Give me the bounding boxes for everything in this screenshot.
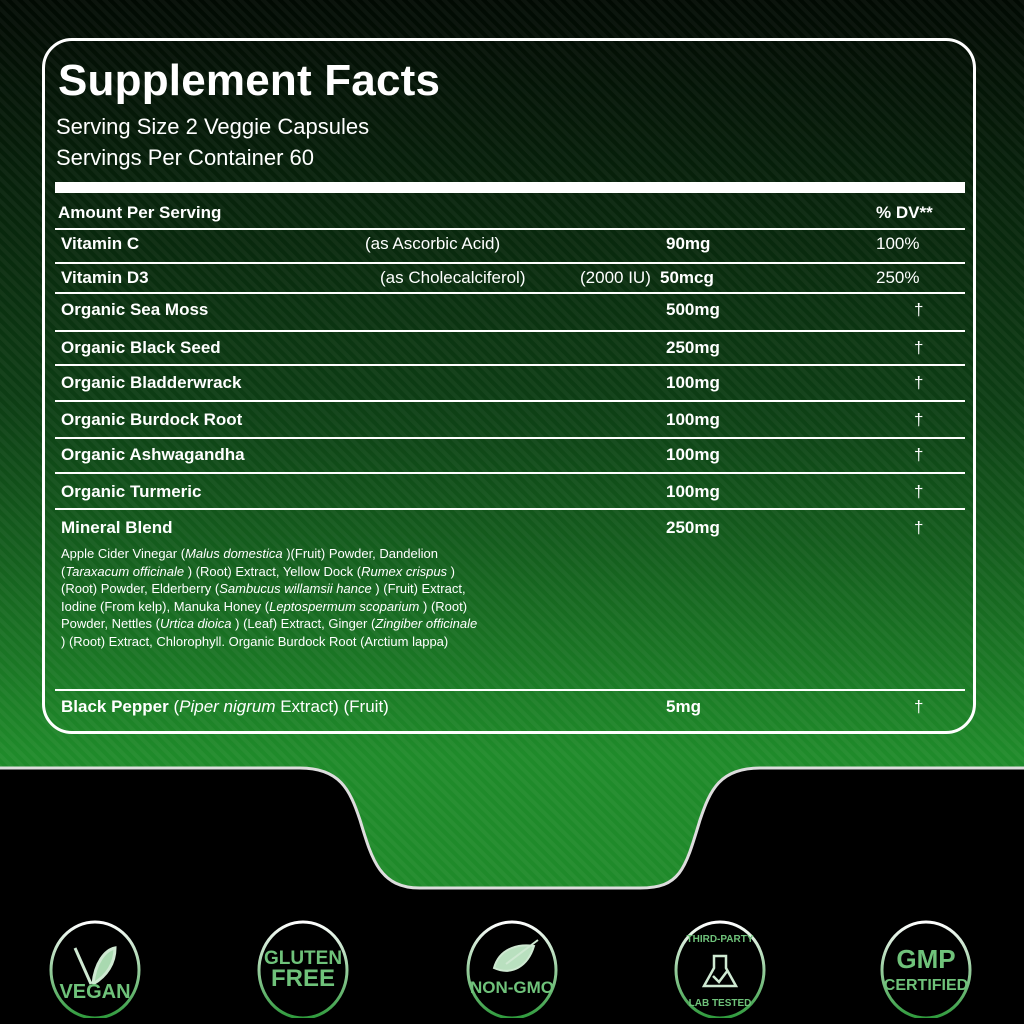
badge-text: FREE (271, 965, 335, 992)
badge-ring (466, 920, 558, 1018)
row-name: Black Pepper (61, 697, 169, 716)
divider (55, 364, 965, 366)
blend-text: ) (Root) Powder, Nettles ( (61, 598, 468, 632)
divider-thick (55, 182, 965, 193)
row-amount: 100mg (666, 373, 720, 392)
blend-text: Leptospermum scoparium (269, 598, 420, 614)
badge-third-party-lab-tested: THIRD-PARTY LAB TESTED (674, 920, 766, 1018)
badge-text: GLUTEN (264, 948, 342, 969)
row-name: Organic Ashwagandha (61, 445, 245, 464)
row-name: Mineral Blend (61, 518, 173, 537)
badge-text: LAB TESTED (689, 998, 752, 1009)
divider (55, 472, 965, 474)
badge-ring (49, 920, 141, 1018)
blend-text: Malus domestica (185, 546, 283, 561)
blend-text: ) (Root) Extract, Chlorophyll. Organic B… (61, 633, 449, 649)
leaf-icon (492, 939, 539, 972)
badge-text: THIRD-PARTY (686, 934, 753, 945)
badge-ring (257, 920, 349, 1018)
black-pepper-amount: 5mg (666, 697, 701, 716)
blend-text: Zingiber officinale (375, 616, 478, 631)
row-rest: Extract) (Fruit) (275, 697, 389, 716)
row-amount: 90mg (666, 234, 711, 253)
black-pepper-dv: † (914, 697, 924, 716)
blend-text: Sambucus willamsii hance (219, 581, 372, 596)
divider (55, 330, 965, 332)
row-dv: † (914, 445, 924, 464)
row-name: Vitamin C (61, 234, 140, 253)
divider (55, 689, 965, 691)
row-name: Organic Turmeric (61, 482, 202, 501)
divider (55, 262, 965, 264)
divider (55, 292, 965, 294)
badge-ring (880, 920, 972, 1018)
row-dv: † (914, 410, 924, 429)
row-amount: 250mg (666, 518, 720, 537)
blend-text: Taraxacum officinale (65, 563, 185, 579)
blend-text: ) (Fruit) Extract, Iodine (From kelp), M… (61, 581, 466, 614)
blend-text: )(Fruit) Powder, Dandelion ( (61, 546, 438, 579)
leaf-check-icon (73, 946, 117, 986)
row-amount: 250mg (666, 338, 720, 357)
dv-header: % DV** (876, 203, 933, 222)
row-name: Organic Black Seed (61, 338, 221, 357)
badge-gmp-certified: GMP CERTIFIED (880, 920, 972, 1018)
badge-ring (674, 920, 766, 1018)
row-source: (as Cholecalciferol) (380, 268, 526, 287)
panel-title: Supplement Facts (58, 56, 441, 105)
flask-check-icon (701, 954, 739, 988)
row-dv: † (914, 518, 924, 537)
row-dv: † (914, 373, 924, 392)
row-amount: 100mg (666, 410, 720, 429)
row-latin: Piper nigrum (179, 697, 276, 716)
row-dv: † (914, 300, 924, 319)
serving-size: Serving Size 2 Veggie Capsules (56, 114, 370, 139)
row-amount: 100mg (666, 482, 720, 501)
blend-text: Urtica dioica (160, 616, 232, 631)
row-name: Organic Sea Moss (61, 300, 209, 319)
blend-text: ) (Leaf) Extract, Ginger ( (231, 616, 376, 631)
row-name: Vitamin D3 (61, 268, 149, 287)
amount-header: Amount Per Serving (58, 203, 222, 222)
badge-text: VEGAN (59, 981, 130, 1003)
row-amount: 100mg (666, 445, 720, 464)
badge-vegan: VEGAN (49, 920, 141, 1018)
row-amount: 50mcg (660, 268, 714, 287)
row-extra: (2000 IU) (580, 268, 651, 287)
row-amount: 500mg (666, 300, 720, 319)
divider (55, 400, 965, 402)
row-name: Organic Burdock Root (61, 410, 243, 429)
row-dv: † (914, 482, 924, 501)
row-dv: † (914, 338, 924, 357)
blend-text: ) (Root) Extract, Yellow Dock ( (184, 563, 362, 579)
blend-text: ) (Root) Powder, Elderberry ( (61, 563, 456, 597)
divider (55, 437, 965, 439)
badge-text: NON-GMO (470, 978, 554, 997)
servings-per-container: Servings Per Container 60 (56, 145, 315, 170)
row-paren: ( (168, 697, 180, 716)
badge-text: CERTIFIED (884, 977, 968, 994)
row-dv: 100% (876, 234, 920, 253)
blend-text: Apple Cider Vinegar ( (61, 546, 186, 561)
black-pepper-row: Black Pepper (Piper nigrum Extract) (Fru… (61, 697, 389, 717)
divider (55, 228, 965, 230)
row-source: (as Ascorbic Acid) (365, 234, 501, 253)
badge-text: GMP (896, 944, 955, 974)
row-name: Organic Bladderwrack (61, 373, 242, 392)
badge-non-gmo: NON-GMO (466, 920, 558, 1018)
divider (55, 508, 965, 510)
supplement-facts-panel (42, 38, 976, 734)
blend-text: Rumex crispus (361, 563, 448, 579)
mineral-blend-ingredients: Apple Cider Vinegar (Malus domestica )(F… (61, 545, 481, 650)
row-dv: 250% (876, 268, 920, 287)
